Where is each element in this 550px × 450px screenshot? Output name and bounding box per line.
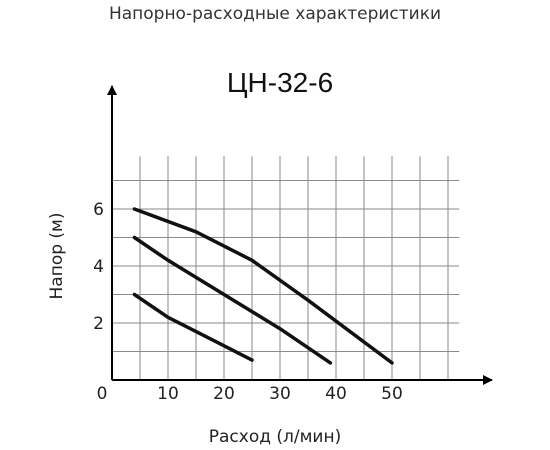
curve-2: [132, 235, 333, 365]
x-tick-label: 30: [269, 384, 291, 404]
chart-title: ЦН-32-6: [227, 67, 333, 98]
x-tick-label: 0: [97, 384, 108, 404]
grid: [112, 156, 460, 380]
x-tick-label: 40: [325, 384, 347, 404]
tick-labels: 0 10 20 30 40 50 2 4 6: [93, 200, 403, 404]
curve-1: [132, 292, 254, 362]
y-tick-label: 4: [93, 257, 104, 277]
y-axis-label: Напор (м): [47, 212, 67, 299]
axes: [107, 85, 493, 385]
x-axis-label: Расход (л/мин): [209, 427, 341, 447]
y-tick-label: 6: [93, 200, 104, 220]
page-header-title: Напорно-расходные характеристики: [108, 4, 442, 24]
y-tick-label: 2: [93, 314, 104, 334]
curve-3: [132, 207, 394, 365]
curves: [132, 207, 394, 365]
x-tick-label: 10: [157, 384, 179, 404]
x-tick-label: 50: [381, 384, 403, 404]
x-tick-label: 20: [213, 384, 235, 404]
